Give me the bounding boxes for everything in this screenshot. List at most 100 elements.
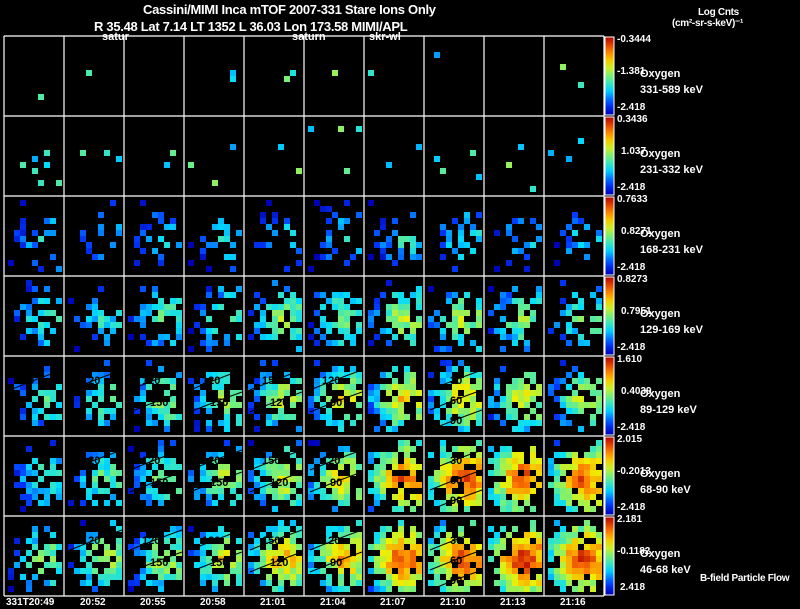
heatmap-cell (26, 286, 32, 292)
heatmap-cell (458, 316, 464, 322)
heatmap-cell (512, 470, 518, 476)
heatmap-cell (536, 402, 542, 408)
heatmap-cell (578, 586, 584, 592)
heatmap-cell (254, 390, 260, 396)
heatmap-cell (44, 218, 50, 224)
heatmap-cell (218, 420, 224, 426)
heatmap-cell (452, 384, 458, 390)
heatmap-cell (380, 568, 386, 574)
heatmap-cell (266, 384, 272, 390)
heatmap-cell (530, 218, 536, 224)
heatmap-cell (488, 402, 494, 408)
heatmap-cell (368, 470, 374, 476)
chart-title: Cassini/MIMI Inca mTOF 2007-331 Stare Io… (143, 2, 436, 17)
heatmap-cell (260, 242, 266, 248)
species-label: Oxygen (640, 68, 681, 80)
heatmap-cell (476, 580, 482, 586)
heatmap-cell (464, 494, 470, 500)
heatmap-cell (86, 452, 92, 458)
heatmap-panel (506, 144, 536, 192)
heatmap-cell (380, 488, 386, 494)
heatmap-cell (572, 408, 578, 414)
heatmap-cell (458, 254, 464, 260)
heatmap-cell (260, 334, 266, 340)
heatmap-cell (320, 568, 326, 574)
heatmap-cell (320, 464, 326, 470)
heatmap-cell (98, 372, 104, 378)
heatmap-cell (116, 538, 122, 544)
contour-line (429, 569, 483, 591)
heatmap-cell (428, 322, 434, 328)
heatmap-cell (146, 568, 152, 574)
heatmap-cell (386, 304, 392, 310)
contour-label: 90 (450, 415, 462, 427)
time-tick-label: 21:07 (380, 597, 406, 608)
heatmap-cell (236, 482, 242, 488)
heatmap-cell (596, 236, 602, 242)
heatmap-cell (230, 254, 236, 260)
heatmap-cell (212, 340, 218, 346)
contour-line (9, 369, 63, 391)
heatmap-cell (350, 340, 356, 346)
heatmap-cell (116, 500, 122, 506)
energy-channel-label: Oxygen 89-129 keV (640, 386, 697, 418)
heatmap-cell (440, 470, 446, 476)
heatmap-cell (290, 316, 296, 322)
heatmap-cell (386, 426, 392, 432)
contour-line (129, 391, 183, 413)
heatmap-cell (440, 550, 446, 556)
heatmap-cell (524, 372, 530, 378)
heatmap-cell (416, 550, 422, 556)
heatmap-cell (386, 340, 392, 346)
heatmap-cell (272, 458, 278, 464)
heatmap-cell (326, 420, 332, 426)
heatmap-cell (212, 180, 218, 186)
heatmap-cell (290, 304, 296, 310)
heatmap-cell (296, 396, 302, 402)
heatmap-cell (506, 298, 512, 304)
heatmap-cell (464, 556, 470, 562)
heatmap-cell (20, 476, 26, 482)
heatmap-cell (452, 316, 458, 322)
heatmap-cell (440, 544, 446, 550)
heatmap-panel (428, 440, 482, 512)
heatmap-cell (158, 446, 164, 452)
heatmap-panel (488, 446, 542, 512)
heatmap-cell (344, 500, 350, 506)
heatmap-cell (416, 544, 422, 550)
heatmap-cell (200, 248, 206, 254)
heatmap-cell (380, 544, 386, 550)
heatmap-cell (428, 580, 434, 586)
heatmap-cell (368, 402, 374, 408)
heatmap-cell (284, 574, 290, 580)
heatmap-panel (428, 286, 482, 352)
heatmap-cell (44, 298, 50, 304)
heatmap-cell (446, 532, 452, 538)
time-tick-label: 21:16 (560, 597, 586, 608)
observer-label: satur (102, 31, 129, 43)
heatmap-cell (92, 476, 98, 482)
heatmap-cell (20, 506, 26, 512)
heatmap-cell (338, 340, 344, 346)
heatmap-cell (296, 378, 302, 384)
heatmap-cell (392, 494, 398, 500)
heatmap-cell (176, 310, 182, 316)
heatmap-cell (86, 580, 92, 586)
heatmap-cell (116, 562, 122, 568)
heatmap-cell (350, 384, 356, 390)
heatmap-cell (476, 458, 482, 464)
heatmap-cell (584, 506, 590, 512)
heatmap-cell (296, 464, 302, 470)
heatmap-panel (428, 520, 482, 592)
heatmap-cell (128, 580, 134, 586)
heatmap-cell (404, 568, 410, 574)
heatmap-cell (386, 526, 392, 532)
heatmap-cell (446, 550, 452, 556)
heatmap-panel (14, 440, 62, 512)
heatmap-cell (116, 544, 122, 550)
heatmap-cell (290, 298, 296, 304)
heatmap-cell (464, 212, 470, 218)
species-label: Oxygen (640, 228, 681, 240)
contour-line (189, 471, 243, 493)
heatmap-cell (518, 298, 524, 304)
